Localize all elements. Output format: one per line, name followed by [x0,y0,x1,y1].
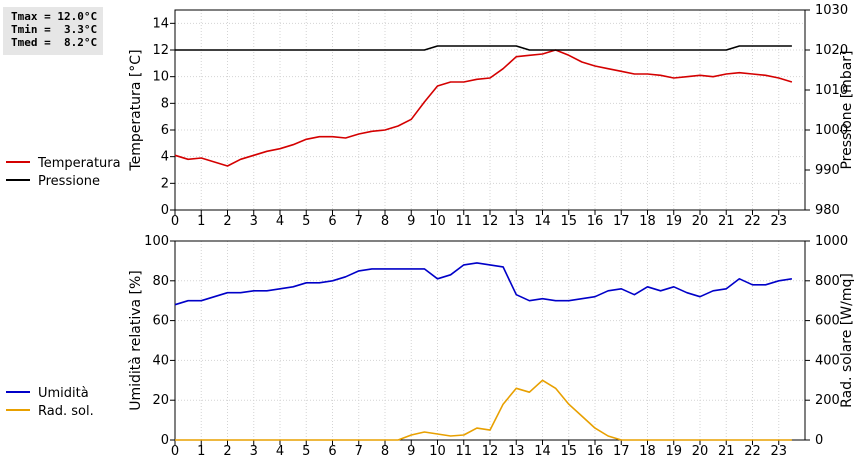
x-tick-label: 16 [587,444,604,459]
y-right-tick-label: 1000 [815,234,848,249]
x-tick-label: 18 [639,214,656,229]
y-left-tick-label: 2 [161,176,169,191]
y-left-tick-label: 20 [152,393,169,408]
y-left-tick-label: 80 [152,274,169,289]
x-tick-label: 17 [613,214,630,229]
x-tick-label: 17 [613,444,630,459]
y-left-tick-label: 12 [152,43,169,58]
legend-label: Pressione [38,174,100,189]
x-tick-label: 20 [692,214,709,229]
x-tick-label: 2 [223,214,231,229]
legend-label: Temperatura [37,156,121,171]
y-right-tick-label: 1020 [815,43,848,58]
x-tick-label: 18 [639,444,656,459]
x-tick-label: 9 [407,444,415,459]
x-tick-label: 15 [560,214,577,229]
y-right-tick-label: 990 [815,163,840,178]
x-tick-label: 11 [455,214,472,229]
x-tick-label: 5 [302,444,310,459]
x-tick-label: 11 [455,444,472,459]
x-tick-label: 1 [197,214,205,229]
series-line-pressione [175,45,792,51]
y-left-tick-label: 0 [161,433,169,448]
y-left-tick-label: 8 [161,96,169,111]
x-tick-label: 10 [429,444,446,459]
x-tick-label: 8 [381,214,389,229]
x-tick-label: 19 [665,444,682,459]
x-tick-label: 2 [223,444,231,459]
y-left-tick-label: 40 [152,353,169,368]
y-right-tick-label: 1000 [815,123,848,138]
y-right-tick-label: 400 [815,353,840,368]
x-tick-label: 10 [429,214,446,229]
x-tick-label: 0 [171,444,179,459]
x-tick-label: 12 [482,214,499,229]
series-line-rad-sol- [175,379,792,441]
x-tick-label: 0 [171,214,179,229]
y-right-tick-label: 1010 [815,83,848,98]
x-tick-label: 1 [197,444,205,459]
y-left-tick-label: 14 [152,16,169,31]
y-right-tick-label: 800 [815,274,840,289]
y-right-tick-label: 1030 [815,3,848,18]
x-tick-label: 22 [744,214,761,229]
x-tick-label: 13 [508,214,525,229]
x-tick-label: 7 [355,214,363,229]
y-right-axis-label: Rad. solare [W/mq] [839,273,855,408]
y-left-tick-label: 10 [152,70,169,85]
x-tick-label: 6 [328,444,336,459]
legend-label: Umidità [38,386,89,401]
series-line-umidit- [174,262,793,306]
x-tick-label: 21 [718,444,735,459]
x-tick-label: 4 [276,444,284,459]
x-tick-label: 16 [587,214,604,229]
y-left-tick-label: 100 [144,234,169,249]
legend-label: Rad. sol. [38,404,94,419]
x-tick-label: 9 [407,214,415,229]
y-right-axis-label: Pressione [mbar] [839,50,855,169]
series-line-temperatura [174,49,793,167]
y-right-tick-label: 200 [815,393,840,408]
y-left-axis-label: Umidità relativa [%] [128,270,144,411]
y-right-tick-label: 980 [815,203,840,218]
y-right-tick-label: 0 [815,433,823,448]
x-tick-label: 3 [250,444,258,459]
x-tick-label: 7 [355,444,363,459]
x-tick-label: 20 [692,444,709,459]
x-tick-label: 23 [770,214,787,229]
x-tick-label: 23 [770,444,787,459]
x-tick-label: 19 [665,214,682,229]
x-tick-label: 3 [250,214,258,229]
x-tick-label: 6 [328,214,336,229]
y-left-tick-label: 60 [152,314,169,329]
x-tick-label: 4 [276,214,284,229]
y-left-tick-label: 4 [161,150,169,165]
x-tick-label: 13 [508,444,525,459]
stats-tmed: Tmed = 8.2°C [11,36,98,49]
x-tick-label: 8 [381,444,389,459]
x-tick-label: 15 [560,444,577,459]
y-left-tick-label: 6 [161,123,169,138]
x-tick-label: 21 [718,214,735,229]
x-tick-label: 14 [534,444,551,459]
y-right-tick-label: 600 [815,314,840,329]
x-tick-label: 5 [302,214,310,229]
stats-tmax: Tmax = 12.0°C [11,10,98,23]
x-tick-label: 12 [482,444,499,459]
y-left-axis-label: Temperatura [°C] [128,49,144,171]
y-left-tick-label: 0 [161,203,169,218]
x-tick-label: 14 [534,214,551,229]
stats-box: Tmax = 12.0°C Tmin = 3.3°C Tmed = 8.2°C [3,7,103,55]
x-tick-label: 22 [744,444,761,459]
stats-tmin: Tmin = 3.3°C [11,23,98,36]
